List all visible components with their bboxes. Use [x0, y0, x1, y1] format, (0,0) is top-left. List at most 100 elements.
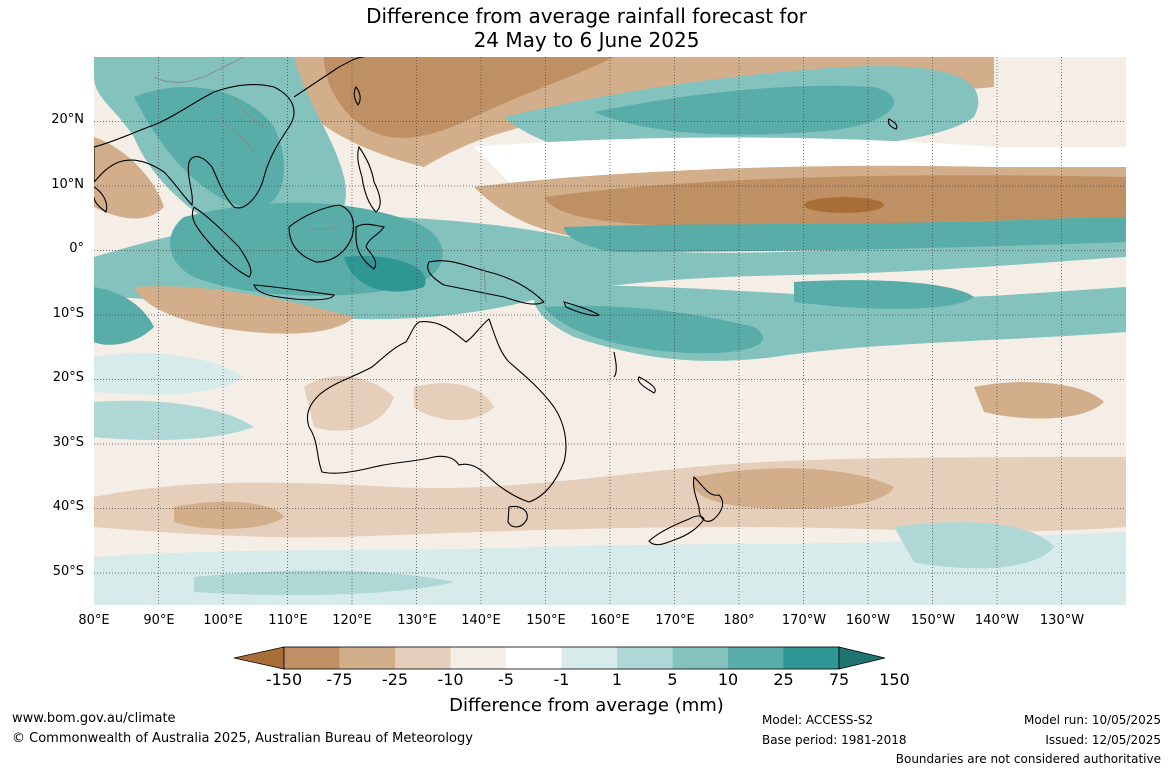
colorbar-cell: [506, 647, 562, 669]
anomaly-dry-india: [94, 137, 164, 219]
colorbar-cell: [672, 647, 728, 669]
anomaly-wet-pacific-2: [794, 280, 974, 309]
colorbar-cells: [234, 646, 886, 670]
lat-label-40s: 40°S: [52, 499, 84, 514]
anomaly-dry-north-core: [324, 57, 614, 138]
colorbar-cell: [284, 647, 340, 669]
lon-label-100e: 100°E: [203, 613, 243, 628]
borders: [153, 57, 487, 303]
anomaly-dry-east-pacific: [974, 382, 1104, 419]
colorbar-tick-label: 1: [611, 670, 623, 689]
coast-hawaii: [887, 118, 898, 130]
lon-label-150e: 150°E: [526, 613, 566, 628]
coast-nz-south: [648, 515, 705, 546]
lon-label-180: 180°: [723, 613, 755, 628]
colorbar-title: Difference from average (mm): [449, 695, 724, 716]
map-canvas: [94, 57, 1126, 605]
coast-india: [94, 186, 108, 213]
lon-label-170e: 170°E: [655, 613, 695, 628]
issued-text: Issued: 12/05/2025: [1045, 733, 1161, 747]
colorbar-extend-low: [234, 646, 285, 670]
colorbar-cell: [617, 647, 673, 669]
colorbar-tick-label: -150: [265, 670, 303, 689]
colorbar-tick-label: -75: [326, 670, 353, 689]
coast-vanuatu: [613, 351, 617, 378]
coastlines: [94, 57, 898, 546]
colorbar-cell: [450, 647, 506, 669]
anomaly-wet-indian: [94, 353, 244, 395]
lon-label-170w: 170°W: [781, 613, 827, 628]
colorbar-tick-label: 5: [667, 670, 678, 689]
colorbar-tick-label: 150: [879, 670, 910, 689]
lat-label-20s: 20°S: [52, 370, 84, 385]
colorbar-tick-label: -1: [553, 670, 570, 689]
base-period-text: Base period: 1981-2018: [762, 733, 907, 747]
coast-china: [293, 57, 365, 98]
lon-label-150w: 150°W: [910, 613, 956, 628]
lon-label-140w: 140°W: [974, 613, 1020, 628]
colorbar-tick-label: -5: [498, 670, 514, 689]
coast-se-asia: [94, 83, 295, 209]
lat-label-30s: 30°S: [52, 435, 84, 450]
model-text: Model: ACCESS-S2: [762, 713, 874, 727]
anomaly-wet-north-pacific-core: [594, 85, 894, 135]
colorbar-tick-label: 25: [773, 670, 794, 689]
anomaly-dry-inland: [414, 383, 494, 421]
lat-label-20n: 20°N: [51, 112, 84, 127]
coast-sumatra: [191, 206, 252, 278]
anomaly-wet-maritime-max: [344, 256, 426, 292]
coast-australia: [306, 318, 567, 503]
colorbar-extend-high: [838, 646, 886, 670]
colorbar-cell: [395, 647, 451, 669]
boundaries-disclaimer: Boundaries are not considered authoritat…: [895, 752, 1161, 766]
lon-label-120e: 120°E: [332, 613, 372, 628]
colorbar-tick-label: 75: [828, 670, 850, 689]
lon-label-80e: 80°E: [78, 613, 110, 628]
anomaly-wet-west: [94, 287, 154, 345]
colorbar-tick-label: -25: [381, 670, 409, 689]
anomaly-wet-equatorial: [564, 217, 1126, 252]
anomaly-wet-southern-core: [894, 522, 1054, 569]
coast-java: [253, 284, 335, 301]
lon-label-130e: 130°E: [397, 613, 437, 628]
colorbar-cell: [561, 647, 617, 669]
lon-label-110e: 110°E: [268, 613, 308, 628]
anomaly-wet-indian-2: [94, 400, 254, 440]
coast-borneo: [288, 204, 355, 263]
lat-label-10n: 10°N: [51, 177, 84, 192]
coast-solomons: [563, 301, 601, 317]
colorbar-cell: [783, 647, 839, 669]
coast-tasmania: [507, 505, 528, 528]
anomaly-wet-spcz-core: [544, 305, 763, 354]
anomaly-dry-itcz-max: [804, 197, 884, 213]
lat-label-0: 0°: [69, 241, 84, 256]
coast-taiwan: [353, 86, 361, 106]
coast-new-guinea: [427, 260, 545, 305]
graticule: [94, 57, 1126, 605]
lat-label-50s: 50°S: [52, 564, 84, 579]
copyright-text: © Commonwealth of Australia 2025, Austra…: [12, 731, 473, 746]
lon-label-160e: 160°E: [590, 613, 630, 628]
lon-label-160w: 160°W: [845, 613, 891, 628]
anomaly-wet-asia-core: [134, 87, 284, 209]
anomaly-dry-tasman: [693, 468, 894, 509]
coast-nz-north: [692, 475, 724, 522]
website-link[interactable]: www.bom.gov.au/climate: [12, 711, 176, 726]
lon-label-130w: 130°W: [1039, 613, 1085, 628]
colorbar-tick-label: -10: [437, 670, 464, 689]
lon-label-140e: 140°E: [461, 613, 501, 628]
coast-sulawesi: [355, 223, 385, 270]
lon-label-90e: 90°E: [143, 613, 175, 628]
rainfall-anomaly-map: [94, 57, 1126, 605]
colorbar: [234, 646, 886, 670]
model-run-text: Model run: 10/05/2025: [1023, 713, 1161, 727]
colorbar-cell: [728, 647, 784, 669]
title-line-1: Difference from average rainfall forecas…: [366, 4, 807, 28]
coast-philippines: [357, 145, 381, 213]
anomaly-wet-southern-2: [194, 570, 454, 595]
title-line-2: 24 May to 6 June 2025: [473, 28, 700, 52]
lat-label-10s: 10°S: [52, 306, 84, 321]
anomaly-dry-indian-ocean: [134, 286, 354, 334]
colorbar-tick-label: 10: [717, 670, 739, 689]
map-title: Difference from average rainfall forecas…: [0, 4, 1173, 52]
